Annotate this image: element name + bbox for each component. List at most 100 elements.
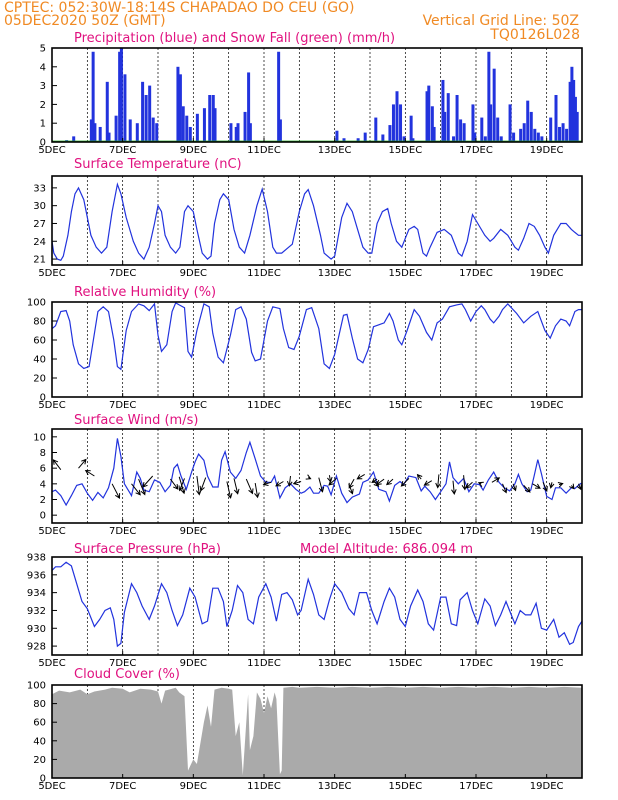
wind-arrow: [356, 473, 365, 480]
x-date-label: 13DEC: [318, 145, 352, 156]
x-date-label: 19DEC: [530, 268, 564, 279]
panel-frame: [51, 47, 583, 143]
wind-arrow: [477, 481, 484, 488]
precip-bar: [483, 136, 487, 142]
y-tick-label: 6: [40, 464, 46, 475]
precip-bar: [155, 123, 159, 142]
y-tick-label: 10: [33, 432, 46, 443]
x-date-label: 11DEC: [247, 781, 281, 792]
x-date-label: 9DEC: [180, 145, 207, 156]
precip-bar: [549, 117, 553, 142]
wind-arrow: [178, 478, 185, 492]
precip-bar: [374, 117, 378, 142]
y-tick-label: 938: [27, 553, 46, 564]
y-tick-label: 3: [40, 81, 46, 92]
precip-bar: [459, 119, 463, 142]
precip-bar: [455, 95, 459, 142]
precip-bar: [72, 136, 76, 142]
precip-bar: [526, 100, 530, 142]
precip-bar: [409, 115, 413, 142]
precip-bar: [278, 119, 282, 142]
x-date-label: 19DEC: [530, 400, 564, 411]
x-date-label: 11DEC: [247, 526, 281, 537]
y-tick-label: 0: [40, 393, 46, 404]
x-date-label: 19DEC: [530, 781, 564, 792]
y-tick-label: 8: [40, 448, 46, 459]
wind-arrow: [52, 459, 62, 471]
x-date-label: 13DEC: [318, 268, 352, 279]
panel-frame: [51, 428, 583, 524]
y-tick-label: 928: [27, 642, 46, 653]
precip-bar: [427, 85, 431, 142]
wind-arrow: [292, 479, 302, 486]
wind-arrow: [501, 483, 508, 494]
wind-arrow: [465, 481, 473, 489]
wind-arrow: [569, 483, 575, 490]
x-date-label: 17DEC: [459, 145, 493, 156]
precip-bar: [496, 117, 500, 142]
wind-arrow: [386, 478, 394, 486]
x-date-label: 11DEC: [247, 145, 281, 156]
wind-arrow: [195, 475, 202, 496]
panel-frame: [51, 301, 583, 398]
x-date-label: 19DEC: [530, 658, 564, 669]
wind-arrow: [423, 480, 433, 486]
y-tick-label: 21: [33, 255, 46, 266]
wind-arrow: [451, 480, 457, 495]
wind-arrow: [226, 481, 233, 499]
y-tick-label: 1: [40, 119, 46, 130]
y-tick-label: 27: [33, 219, 46, 230]
wind-arrow: [245, 478, 254, 495]
precip-bar: [335, 130, 339, 142]
humidity-title: Relative Humidity (%): [74, 285, 216, 300]
wind-arrow: [348, 478, 355, 489]
x-date-label: 15DEC: [388, 145, 422, 156]
x-date-label: 5DEC: [38, 658, 65, 669]
y-tick-label: 932: [27, 606, 46, 617]
wind-arrow: [532, 483, 541, 489]
y-tick-label: 33: [33, 183, 46, 194]
x-date-label: 7DEC: [109, 400, 136, 411]
precip-bar: [430, 106, 434, 142]
wind-arrow: [84, 469, 95, 477]
x-date-label: 17DEC: [459, 400, 493, 411]
x-date-label: 7DEC: [109, 658, 136, 669]
precip-bar: [402, 136, 406, 142]
precip-bar: [181, 106, 185, 142]
precip-bar: [211, 95, 215, 142]
precip-bar: [554, 95, 558, 142]
x-date-label: 5DEC: [38, 145, 65, 156]
x-date-label: 15DEC: [388, 268, 422, 279]
precip-bar: [342, 138, 346, 142]
y-tick-label: 0: [40, 511, 46, 522]
wind-arrow: [557, 482, 564, 488]
precip-bar: [529, 111, 533, 142]
precip-bar: [277, 51, 281, 143]
precip-bar: [213, 108, 217, 142]
precip-bar: [522, 123, 526, 142]
wind-arrow: [111, 483, 121, 500]
model-altitude: Model Altitude: 686.094 m: [300, 542, 473, 557]
wind-arrow: [199, 477, 207, 492]
precip-bar: [119, 48, 123, 142]
x-date-label: 7DEC: [109, 268, 136, 279]
y-tick-label: 936: [27, 570, 46, 581]
precip-bar: [236, 123, 240, 142]
precip-title: Precipitation (blue) and Snow Fall (gree…: [74, 31, 395, 46]
precip-bar: [388, 125, 392, 142]
wind-arrow: [328, 478, 337, 486]
precip-bar: [91, 51, 95, 143]
y-tick-label: 60: [33, 718, 46, 729]
precip-bar: [144, 95, 148, 142]
y-tick-label: 2: [40, 100, 46, 111]
y-tick-label: 30: [33, 201, 46, 212]
x-date-label: 13DEC: [318, 658, 352, 669]
wind-arrow: [542, 482, 548, 492]
header-model-code: TQ0126L028: [489, 27, 580, 43]
precip-bar: [248, 123, 252, 142]
precip-bar: [107, 132, 111, 142]
x-date-label: 11DEC: [247, 400, 281, 411]
precip-bar: [558, 126, 562, 142]
precip-bar: [473, 132, 477, 142]
